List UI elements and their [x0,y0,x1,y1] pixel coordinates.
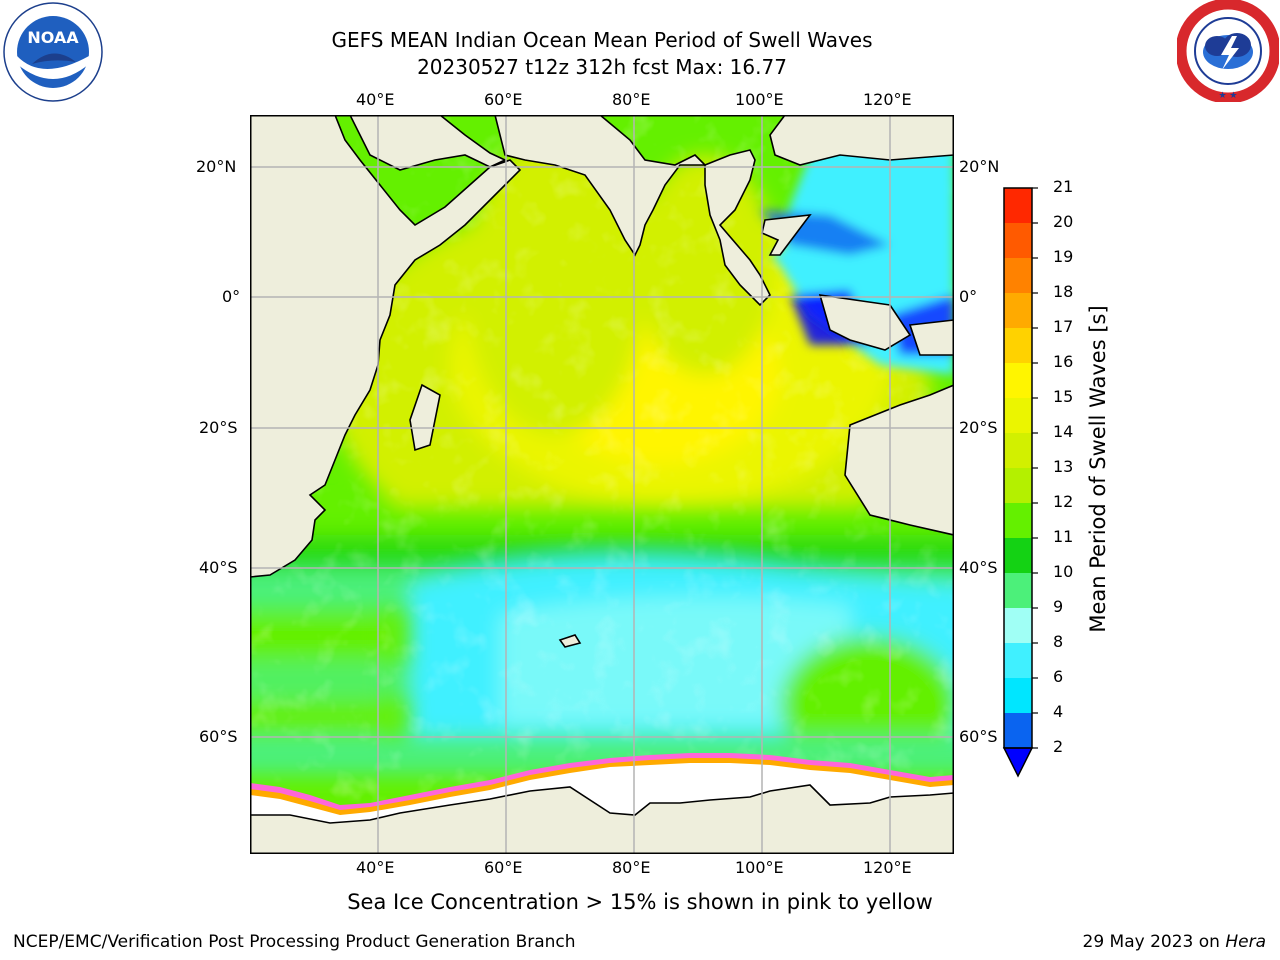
footer-date-text: 29 May 2023 on [1082,932,1220,952]
colorbar-segment [1004,538,1032,573]
footer-date: 29 May 2023 on Hera [1083,932,1267,952]
colorbar-tick-label: 18 [1053,282,1074,301]
map-plot [250,115,954,854]
lat-tick-right-20n: 20°N [959,157,1000,176]
lat-tick-left-60s: 60°S [199,727,238,746]
colorbar-segment [1004,468,1032,503]
colorbar-segment [1004,678,1032,713]
noaa-logo-text: NOAA [27,28,79,47]
colorbar-segment [1004,503,1032,538]
lon-tick-bottom-120e: 120°E [863,858,912,877]
colorbar-tick-label: 13 [1053,457,1074,476]
colorbar-segment [1004,223,1032,258]
colorbar-segment [1004,713,1032,748]
footer-host: Hera [1225,932,1266,952]
colorbar-segment [1004,433,1032,468]
colorbar-tick-label: 14 [1053,422,1074,441]
svg-text:★ ★: ★ ★ [1219,91,1238,101]
noaa-logo: NOAA [2,2,104,102]
colorbar-segment [1004,363,1032,398]
colorbar-segment [1004,328,1032,363]
map-title-line2: 20230527 t12z 312h fcst Max: 16.77 [417,55,787,79]
lon-tick-bottom-100e: 100°E [735,858,784,877]
colorbar-tick-label: 6 [1053,667,1064,686]
colorbar-tick-label: 17 [1053,317,1074,336]
lon-tick-top-40e: 40°E [356,90,395,109]
graticule [250,115,954,854]
colorbar-tick-label: 21 [1053,177,1074,196]
lon-tick-bottom-40e: 40°E [356,858,395,877]
lon-tick-top-100e: 100°E [735,90,784,109]
colorbar-tick-label: 9 [1053,597,1064,616]
colorbar-segment [1004,643,1032,678]
lon-tick-top-120e: 120°E [863,90,912,109]
lat-tick-left-20s: 20°S [199,418,238,437]
colorbar-tick-label: 16 [1053,352,1074,371]
footer-credit: NCEP/EMC/Verification Post Processing Pr… [13,932,576,952]
lon-tick-bottom-80e: 80°E [612,858,651,877]
colorbar-tick-label: 19 [1053,247,1074,266]
lat-tick-right-60s: 60°S [959,727,998,746]
colorbar-segment [1004,573,1032,608]
lat-tick-right-20s: 20°S [959,418,998,437]
colorbar-tick-label: 12 [1053,492,1074,511]
lon-tick-top-60e: 60°E [484,90,523,109]
colorbar-tick-label: 2 [1053,737,1064,756]
colorbar-tick-label: 4 [1053,702,1064,721]
lat-tick-left-40s: 40°S [199,558,238,577]
lon-tick-bottom-60e: 60°E [484,858,523,877]
map-title-line1: GEFS MEAN Indian Ocean Mean Period of Sw… [331,28,873,52]
lon-tick-top-80e: 80°E [612,90,651,109]
map-frame [250,115,954,854]
colorbar-segment [1004,258,1032,293]
colorbar-segment [1004,188,1032,223]
colorbar-tick-label: 8 [1053,632,1064,651]
colorbar-segment [1004,608,1032,643]
colorbar [1002,187,1038,778]
sea-ice-note: Sea Ice Concentration > 15% is shown in … [347,890,933,914]
lat-tick-left-20n: 20°N [196,157,237,176]
colorbar-tick-label: 10 [1053,562,1074,581]
colorbar-tick-label: 11 [1053,527,1074,546]
lat-tick-right-0: 0° [959,287,978,306]
lat-tick-right-40s: 40°S [959,558,998,577]
colorbar-extend-arrow [1002,747,1034,778]
colorbar-label: Mean Period of Swell Waves [s] [1086,305,1110,633]
colorbar-tick-label: 15 [1053,387,1074,406]
lat-tick-left-0: 0° [222,287,241,306]
colorbar-tick-label: 20 [1053,212,1074,231]
nws-logo: ★ ★ [1175,0,1280,104]
colorbar-segment [1004,398,1032,433]
colorbar-segment [1004,293,1032,328]
